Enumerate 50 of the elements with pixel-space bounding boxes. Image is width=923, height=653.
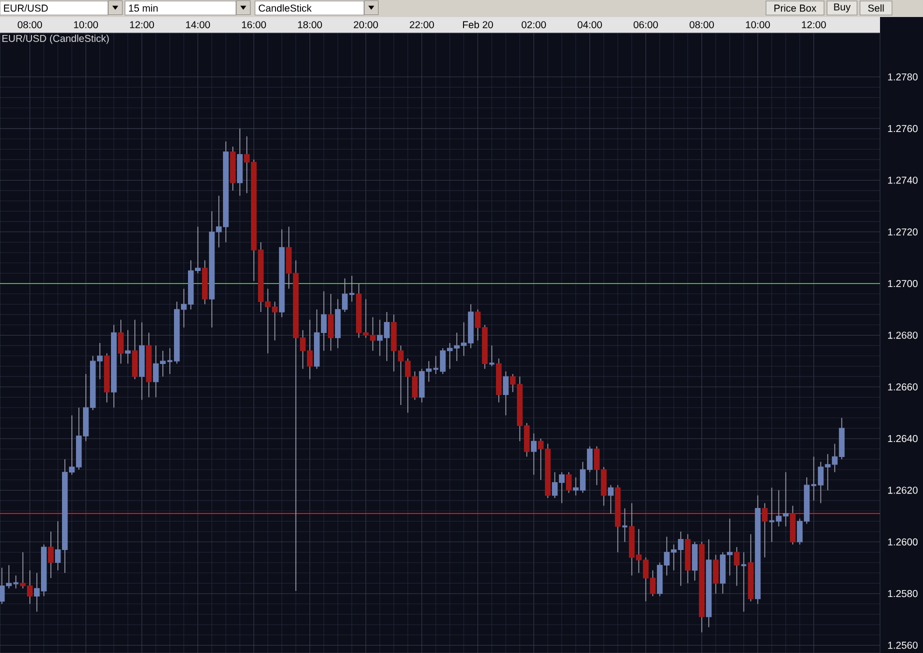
text: Buy	[834, 4, 851, 12]
candlestick	[124, 330, 131, 364]
candlestick	[12, 575, 20, 589]
y-tick-label: 1.2620	[888, 486, 918, 494]
x-tick-label: 06:00	[634, 21, 658, 28]
candlestick	[348, 275, 356, 302]
y-tick-label: 1.2580	[888, 590, 918, 598]
text: Sell	[868, 4, 884, 12]
x-tick-label: 04:00	[578, 21, 602, 28]
x-tick-label: 08:00	[18, 21, 42, 28]
y-tick-label: 1.2760	[888, 125, 918, 132]
x-tick-label: 22:00	[410, 21, 434, 28]
y-tick-label: 1.2660	[888, 383, 918, 390]
candlestick	[608, 484, 614, 514]
candlestick	[328, 294, 334, 352]
x-tick-label: 12:00	[130, 21, 154, 28]
text: 15 min	[129, 4, 158, 12]
y-tick-label: 1.2740	[888, 176, 918, 184]
y-tick-label: 1.2700	[888, 280, 918, 288]
x-tick-label: Feb 20	[463, 20, 493, 28]
x-tick-label: 18:00	[298, 21, 322, 28]
text: EUR/USD	[4, 4, 48, 12]
x-tick-label: 20:00	[354, 21, 378, 28]
text: Price Box	[774, 4, 816, 12]
candlestick	[734, 546, 740, 586]
y-tick-label: 1.2720	[888, 228, 918, 236]
candlestick	[502, 371, 509, 416]
x-tick-label: 16:00	[242, 21, 266, 28]
candlestick	[740, 552, 748, 612]
y-tick-label: 1.2640	[888, 435, 918, 442]
candlestick	[621, 508, 628, 542]
x-tick-label: 10:00	[746, 21, 770, 28]
y-tick-label: 1.2780	[888, 73, 918, 80]
candlestick	[118, 319, 124, 364]
text: CandleStick	[258, 4, 312, 12]
x-tick-label: 02:00	[522, 21, 546, 28]
candlestick	[566, 472, 572, 494]
x-tick-label: 08:00	[690, 21, 714, 28]
x-tick-label: 10:00	[74, 21, 98, 28]
candlestick	[762, 502, 768, 558]
x-tick-label: 14:00	[186, 21, 210, 28]
candlestick	[712, 554, 719, 594]
candlestick	[48, 531, 54, 578]
candlestick	[488, 345, 496, 367]
y-tick-label: 1.2600	[888, 538, 918, 546]
chart-title: EUR/USD (CandleStick)	[2, 34, 109, 44]
y-tick-label: 1.2560	[888, 642, 918, 649]
candlestick	[530, 433, 537, 476]
x-tick-label: 12:00	[802, 21, 826, 28]
y-tick-label: 1.2680	[888, 332, 918, 339]
